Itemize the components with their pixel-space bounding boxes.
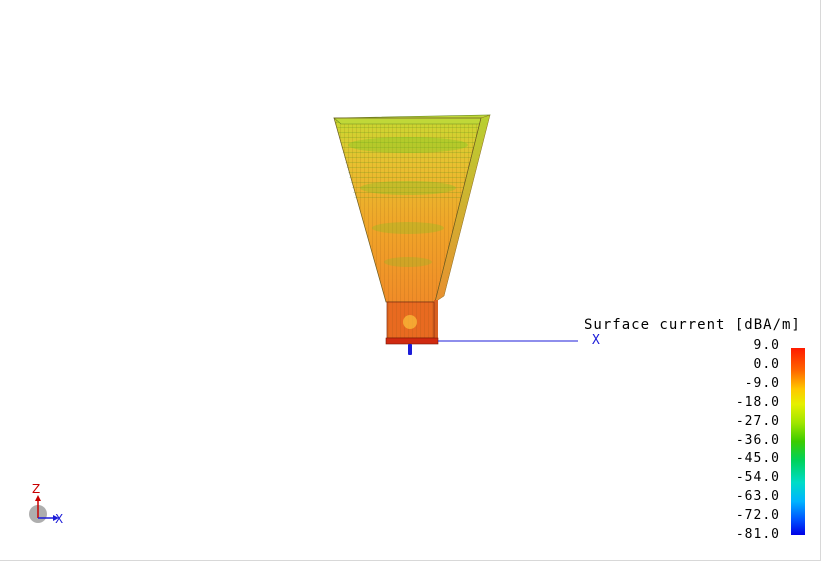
port-marker — [408, 344, 412, 355]
legend-title: Surface current [dBA/m] — [584, 317, 801, 333]
horn-flare — [333, 114, 491, 303]
axes-triad-icon — [29, 495, 59, 523]
waveguide-feed — [385, 300, 439, 345]
x-axis-label: X — [592, 333, 600, 348]
legend-tick-label: -63.0 — [735, 489, 780, 505]
gizmo-x-label: X — [55, 512, 64, 526]
legend-tick-label: -18.0 — [735, 394, 780, 410]
legend-tick-label: 0.0 — [753, 356, 780, 372]
legend-tick-label: -9.0 — [744, 375, 780, 391]
legend-tick-label: -54.0 — [735, 470, 780, 486]
legend-tick-label: -72.0 — [735, 508, 780, 524]
legend-tick-label: -27.0 — [735, 413, 780, 429]
legend-tick-label: 9.0 — [753, 338, 780, 353]
legend-tick-label: -81.0 — [735, 527, 780, 542]
legend-tick-label: -45.0 — [735, 451, 780, 467]
colorbar — [791, 348, 805, 535]
gizmo-z-label: Z — [32, 482, 41, 496]
orientation-gizmo[interactable]: Z X — [28, 480, 68, 529]
legend-tick-label: -36.0 — [735, 432, 780, 448]
